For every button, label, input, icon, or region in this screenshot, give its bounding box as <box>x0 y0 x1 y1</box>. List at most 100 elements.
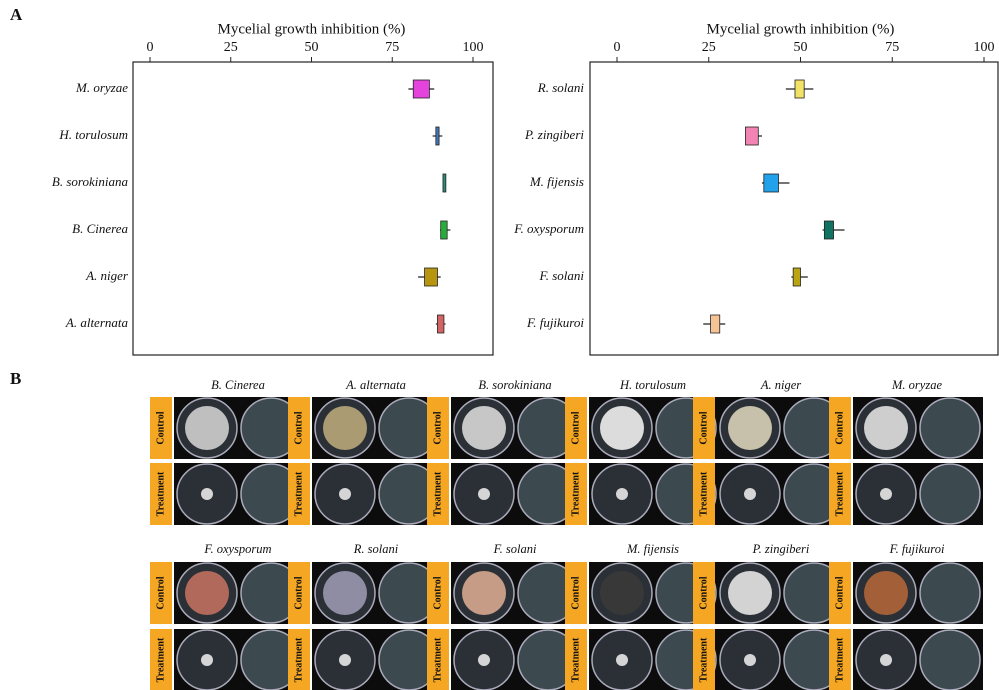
row-label: Treatment <box>834 637 845 682</box>
x-tick-label: 25 <box>224 40 238 55</box>
box <box>413 80 429 98</box>
colony <box>185 406 229 450</box>
axis-title: Mycelial growth inhibition (%) <box>707 21 895 37</box>
row-label: Control <box>293 411 304 444</box>
panel-label: B <box>10 369 21 388</box>
category-label: F. fujikuroi <box>526 315 584 330</box>
row-label: Treatment <box>698 637 709 682</box>
colony <box>478 488 490 500</box>
x-tick-label: 75 <box>885 40 899 55</box>
row-label: Treatment <box>698 471 709 516</box>
colony <box>864 406 908 450</box>
box <box>745 127 758 145</box>
colony <box>185 571 229 615</box>
box <box>824 221 833 239</box>
box <box>437 315 443 333</box>
colony <box>616 654 628 666</box>
row-label: Control <box>698 576 709 609</box>
figure: A B Mycelial growth inhibition (%) 0 25 50 7… <box>0 0 999 690</box>
row-label: Treatment <box>155 471 166 516</box>
x-tick-label: 0 <box>147 40 154 55</box>
category-label: F. oxysporum <box>513 221 584 236</box>
x-tick-label: 100 <box>974 40 995 55</box>
row-label: Control <box>432 576 443 609</box>
box <box>711 315 720 333</box>
box <box>436 127 439 145</box>
species-title: P. zingiberi <box>752 542 810 556</box>
species-title: M. fijensis <box>626 542 679 556</box>
axis-title: Mycelial growth inhibition (%) <box>218 21 406 37</box>
colony <box>744 654 756 666</box>
box <box>441 221 447 239</box>
species-title: F. fujikuroi <box>889 542 945 556</box>
colony <box>323 406 367 450</box>
box <box>793 268 800 286</box>
colony <box>744 488 756 500</box>
row-label: Control <box>570 411 581 444</box>
row-label: Control <box>155 576 166 609</box>
x-tick-label: 50 <box>305 40 319 55</box>
row-label: Control <box>834 411 845 444</box>
category-label: F. solani <box>538 268 584 283</box>
plot-frame <box>133 62 493 355</box>
row-label: Treatment <box>570 471 581 516</box>
colony <box>478 654 490 666</box>
category-label: R. solani <box>537 80 585 95</box>
colony <box>339 654 351 666</box>
colony <box>880 488 892 500</box>
colony <box>880 654 892 666</box>
row-label: Control <box>698 411 709 444</box>
dish <box>920 464 980 524</box>
colony <box>323 571 367 615</box>
colony <box>462 406 506 450</box>
box <box>425 268 438 286</box>
category-label: M. fijensis <box>529 174 584 189</box>
species-title: B. Cinerea <box>211 378 265 392</box>
species-title: B. sorokiniana <box>478 378 551 392</box>
x-tick-label: 0 <box>614 40 621 55</box>
row-label: Control <box>432 411 443 444</box>
x-tick-label: 25 <box>702 40 716 55</box>
category-label: H. torulosum <box>58 127 128 142</box>
row-label: Treatment <box>293 471 304 516</box>
species-title: F. oxysporum <box>203 542 271 556</box>
box <box>795 80 804 98</box>
category-label: B. sorokiniana <box>52 174 129 189</box>
colony <box>201 488 213 500</box>
row-label: Treatment <box>834 471 845 516</box>
colony <box>201 654 213 666</box>
colony <box>600 406 644 450</box>
colony <box>339 488 351 500</box>
category-label: M. oryzae <box>75 80 128 95</box>
species-title: A. niger <box>760 378 801 392</box>
category-label: P. zingiberi <box>524 127 584 142</box>
panel-label: A <box>10 5 23 24</box>
row-label: Treatment <box>293 637 304 682</box>
row-label: Control <box>293 576 304 609</box>
category-label: A. niger <box>85 268 129 283</box>
species-title: F. solani <box>493 542 537 556</box>
species-title: M. oryzae <box>891 378 942 392</box>
colony <box>728 406 772 450</box>
species-title: A. alternata <box>345 378 406 392</box>
box <box>764 174 779 192</box>
box <box>443 174 446 192</box>
category-label: A. alternata <box>65 315 129 330</box>
colony <box>616 488 628 500</box>
row-label: Treatment <box>432 471 443 516</box>
plot-frame <box>590 62 998 355</box>
x-tick-label: 75 <box>385 40 399 55</box>
species-title: R. solani <box>353 542 399 556</box>
colony <box>600 571 644 615</box>
row-label: Control <box>570 576 581 609</box>
category-label: B. Cinerea <box>72 221 128 236</box>
colony <box>462 571 506 615</box>
colony <box>728 571 772 615</box>
colony <box>864 571 908 615</box>
species-title: H. torulosum <box>619 378 686 392</box>
dish <box>920 398 980 458</box>
x-tick-label: 100 <box>463 40 484 55</box>
dish <box>920 630 980 690</box>
dish <box>920 563 980 623</box>
row-label: Treatment <box>432 637 443 682</box>
